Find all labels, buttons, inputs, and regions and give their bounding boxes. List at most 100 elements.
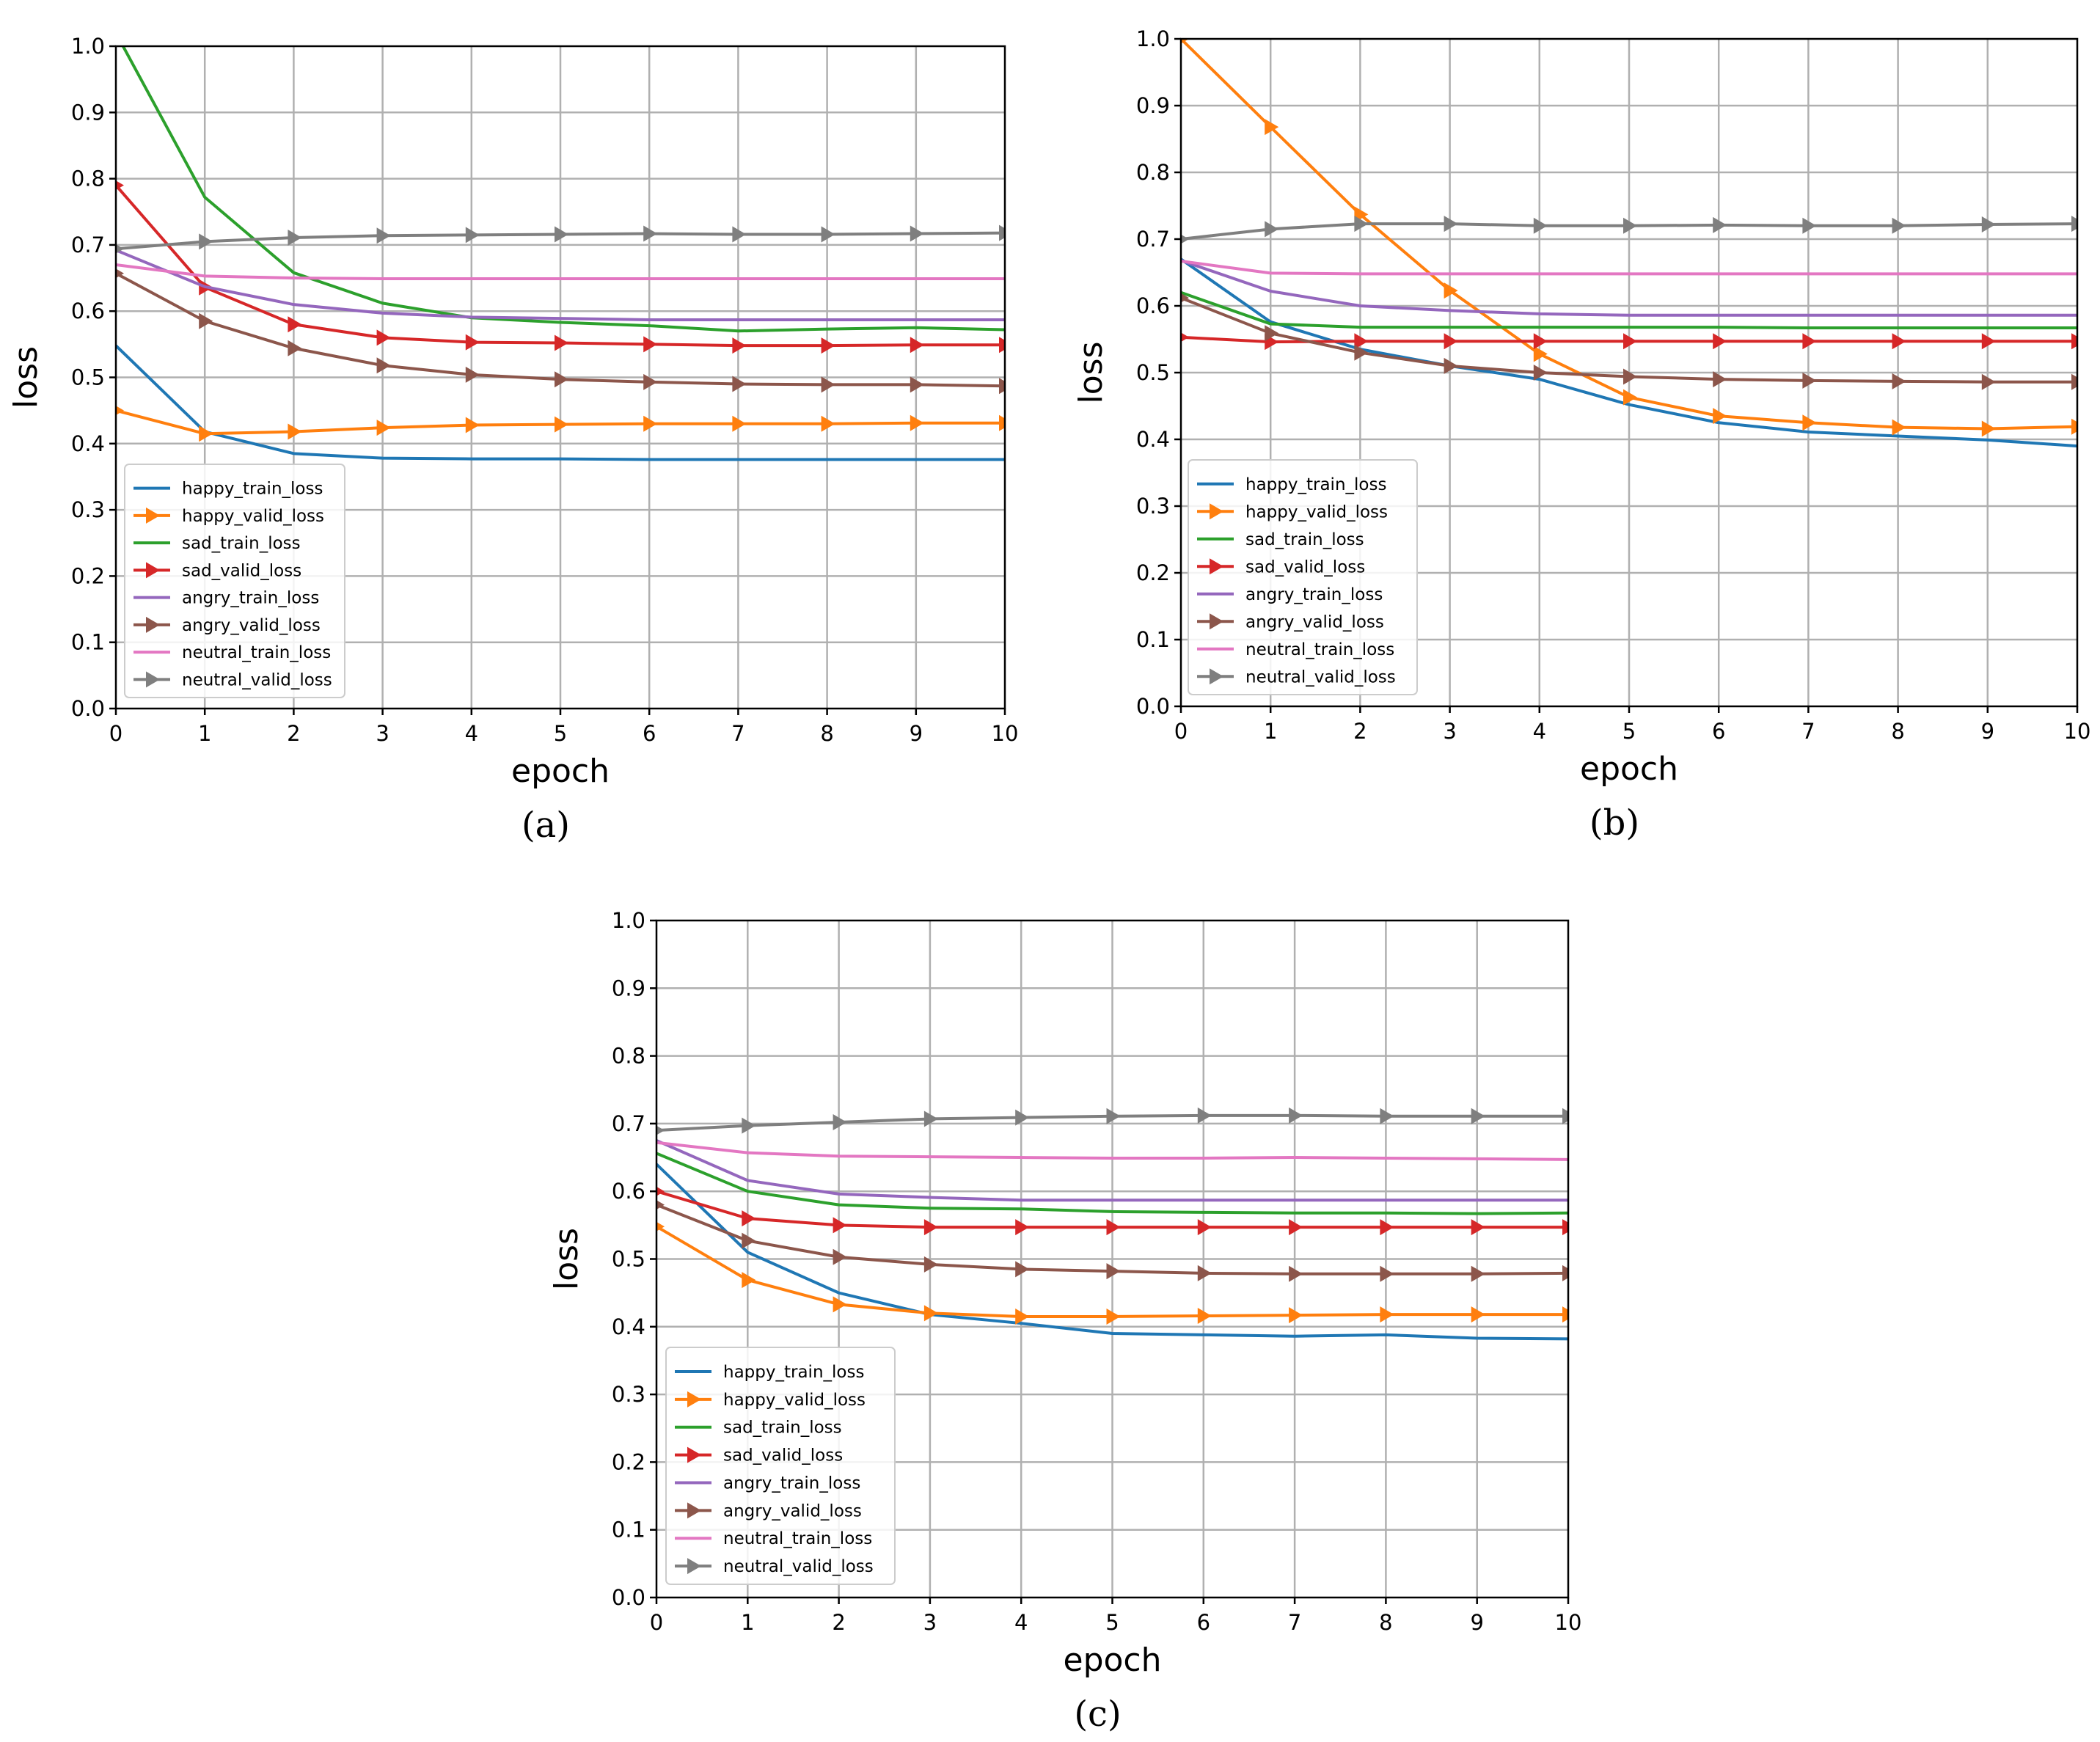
sad_valid_loss-marker bbox=[1623, 333, 1637, 350]
neutral_valid_loss-marker bbox=[2071, 216, 2077, 233]
legend-label: neutral_train_loss bbox=[723, 1529, 872, 1548]
angry_valid_loss-marker bbox=[1380, 1265, 1394, 1282]
happy_valid_loss-marker bbox=[1802, 414, 1817, 431]
y-tick-label: 0.5 bbox=[1136, 360, 1170, 385]
sad_valid_loss-marker bbox=[1802, 333, 1817, 350]
happy_train_loss-line bbox=[116, 344, 1005, 461]
neutral_valid_loss-marker bbox=[1106, 1108, 1121, 1124]
neutral_train_loss-line bbox=[656, 1141, 1568, 1161]
sad_train_loss-line bbox=[1181, 290, 2077, 330]
legend-entry-neutral_train_loss: neutral_train_loss bbox=[133, 643, 331, 662]
angry_valid_loss-marker bbox=[1265, 325, 1279, 342]
legend-marker bbox=[687, 1446, 701, 1463]
legend-label: angry_valid_loss bbox=[723, 1501, 862, 1520]
y-tick-label: 0.8 bbox=[1136, 160, 1170, 185]
legend: happy_train_loss happy_valid_loss sad_trai… bbox=[665, 1347, 896, 1585]
y-axis-label: loss bbox=[7, 346, 45, 409]
y-axis-label: loss bbox=[548, 1228, 585, 1290]
x-tick-label: 0 bbox=[1174, 719, 1188, 744]
x-tick-label: 5 bbox=[1622, 719, 1636, 744]
sad_valid_loss-marker bbox=[1533, 333, 1548, 350]
legend-label: sad_train_loss bbox=[723, 1419, 842, 1438]
happy_valid_loss-marker bbox=[923, 1305, 938, 1322]
y-tick-label: 0.3 bbox=[71, 497, 105, 522]
sad_valid_loss-marker bbox=[1444, 333, 1458, 350]
legend-marker bbox=[146, 671, 160, 688]
y-tick-label: 0.9 bbox=[612, 976, 645, 1000]
sad_valid_loss-marker bbox=[1380, 1219, 1394, 1236]
x-tick-label: 2 bbox=[832, 1610, 845, 1635]
y-tick-label: 0.3 bbox=[612, 1382, 645, 1407]
happy_valid_loss-marker bbox=[116, 406, 124, 416]
happy_valid_loss-marker bbox=[555, 416, 568, 433]
happy_valid_loss-marker bbox=[1533, 345, 1548, 362]
x-tick-label: 5 bbox=[1105, 1610, 1119, 1635]
sad_valid_loss-marker bbox=[116, 180, 124, 190]
y-tick-label: 0.4 bbox=[1136, 427, 1170, 452]
neutral_valid_loss-marker bbox=[923, 1110, 938, 1127]
neutral_valid_loss-marker bbox=[1181, 234, 1189, 244]
x-tick-label: 1 bbox=[1264, 719, 1277, 744]
happy_valid_loss-marker bbox=[1471, 1306, 1485, 1323]
sad_valid_loss-marker bbox=[821, 337, 835, 354]
neutral_valid_loss-marker bbox=[116, 244, 124, 254]
happy_valid_loss-marker bbox=[376, 420, 391, 436]
legend-label: angry_valid_loss bbox=[182, 616, 321, 635]
legend: happy_train_loss happy_valid_loss sad_trai… bbox=[124, 464, 345, 698]
neutral_valid_loss-marker bbox=[656, 1125, 665, 1135]
legend-entry-angry_train_loss: angry_train_loss bbox=[1197, 585, 1383, 604]
sad_valid_loss-marker bbox=[555, 334, 568, 351]
angry_valid_loss-marker bbox=[288, 340, 302, 356]
angry_valid_loss-marker bbox=[1802, 372, 1817, 389]
x-tick-label: 1 bbox=[741, 1610, 754, 1635]
y-tick-label: 1.0 bbox=[612, 908, 645, 933]
x-tick-label: 4 bbox=[1533, 719, 1546, 744]
neutral_valid_loss-marker bbox=[465, 227, 480, 244]
happy_valid_loss-marker bbox=[999, 414, 1005, 431]
legend-label: neutral_valid_loss bbox=[1245, 667, 1396, 687]
legend-entry-sad_valid_loss: sad_valid_loss bbox=[1197, 557, 1365, 577]
legend-label: happy_train_loss bbox=[1245, 475, 1386, 494]
happy_valid_loss-marker bbox=[656, 1221, 665, 1232]
angry_valid_loss-marker bbox=[555, 371, 568, 388]
happy_valid_loss-marker bbox=[742, 1272, 756, 1289]
y-tick-label: 0.9 bbox=[1136, 93, 1170, 118]
x-tick-label: 7 bbox=[731, 721, 744, 746]
angry_valid_loss-marker bbox=[1533, 365, 1548, 381]
legend-entry-neutral_train_loss: neutral_train_loss bbox=[675, 1529, 872, 1548]
x-tick-label: 7 bbox=[1801, 719, 1815, 744]
y-tick-label: 0.0 bbox=[71, 696, 105, 721]
legend-marker bbox=[1210, 668, 1223, 685]
legend-entry-sad_valid_loss: sad_valid_loss bbox=[675, 1446, 843, 1465]
sad_valid_loss-marker bbox=[732, 337, 747, 354]
legend-marker bbox=[687, 1391, 701, 1408]
happy_valid_loss-marker bbox=[1892, 419, 1906, 436]
sad_valid_loss-marker bbox=[1981, 333, 1996, 350]
sad_valid_loss-marker bbox=[1471, 1219, 1485, 1236]
angry_train_loss-line bbox=[656, 1139, 1568, 1202]
y-tick-label: 0.9 bbox=[71, 100, 105, 125]
legend-label: happy_valid_loss bbox=[723, 1391, 866, 1410]
angry_valid_loss-marker bbox=[116, 268, 124, 279]
sad_valid_loss-marker bbox=[1289, 1219, 1303, 1236]
neutral_valid_loss-marker bbox=[999, 224, 1005, 241]
neutral_valid_loss-marker bbox=[1713, 216, 1727, 233]
x-tick-label: 6 bbox=[1712, 719, 1725, 744]
y-tick-label: 0.1 bbox=[612, 1518, 645, 1542]
angry_valid_loss-marker bbox=[923, 1256, 938, 1273]
neutral_valid_loss-marker bbox=[1533, 217, 1548, 234]
legend-label: sad_valid_loss bbox=[1245, 557, 1365, 577]
y-tick-label: 0.0 bbox=[1136, 694, 1170, 719]
angry_valid_loss-marker bbox=[376, 357, 391, 374]
happy_valid_loss-marker bbox=[1380, 1306, 1394, 1323]
sad_valid_loss-marker bbox=[1713, 333, 1727, 350]
angry_valid_loss-marker bbox=[1471, 1265, 1485, 1282]
sad_valid_loss-marker bbox=[376, 329, 391, 346]
series-group bbox=[656, 1107, 1568, 1341]
y-tick-label: 1.0 bbox=[71, 34, 105, 59]
y-tick-label: 0.7 bbox=[71, 233, 105, 257]
series-group bbox=[1181, 39, 2077, 448]
legend-marker bbox=[687, 1502, 701, 1519]
happy_valid_loss-marker bbox=[1444, 282, 1458, 299]
legend-label: angry_train_loss bbox=[723, 1474, 860, 1493]
